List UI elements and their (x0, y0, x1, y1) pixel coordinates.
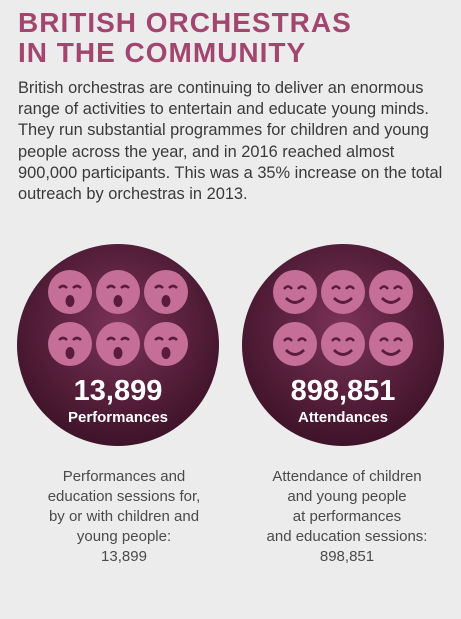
stat-number: 898,851 (291, 375, 396, 407)
face-icon (46, 268, 94, 316)
face-icon (271, 320, 319, 368)
face-icon (271, 268, 319, 316)
title-line: IN THE COMMUNITY (18, 37, 306, 68)
caption-line: at performances (293, 508, 401, 525)
caption-line: Performances and (63, 468, 186, 485)
intro-line: outreach by orchestras in 2013. (18, 185, 248, 203)
face-icon (94, 320, 142, 368)
stat-label: Performances (68, 409, 168, 426)
caption-line: education sessions for, (48, 488, 201, 505)
intro-line: British orchestras are continuing to del… (18, 79, 423, 97)
face-icon (367, 268, 415, 316)
title-line: BRITISH ORCHESTRAS (18, 7, 352, 38)
intro-line: people across the year, and in 2016 reac… (18, 143, 395, 161)
stat-number: 13,899 (74, 375, 163, 407)
intro-line: range of activities to entertain and edu… (18, 100, 429, 118)
face-icon (319, 268, 367, 316)
intro-line: 900,000 participants. This was a 35% inc… (18, 164, 442, 182)
caption-line: young people: (77, 528, 171, 545)
face-icon (319, 320, 367, 368)
face-icon (142, 268, 190, 316)
caption-line: and young people (287, 488, 406, 505)
caption-line: 898,851 (320, 548, 374, 565)
caption-line: and education sessions: (267, 528, 428, 545)
caption-line: by or with children and (49, 508, 199, 525)
caption-line: Attendance of children (272, 468, 421, 485)
face-icon (46, 320, 94, 368)
face-icon (367, 320, 415, 368)
face-icon (94, 268, 142, 316)
caption-line: 13,899 (101, 548, 147, 565)
face-icon (142, 320, 190, 368)
stat-label: Attendances (298, 409, 388, 426)
intro-line: They run substantial programmes for chil… (18, 121, 429, 139)
